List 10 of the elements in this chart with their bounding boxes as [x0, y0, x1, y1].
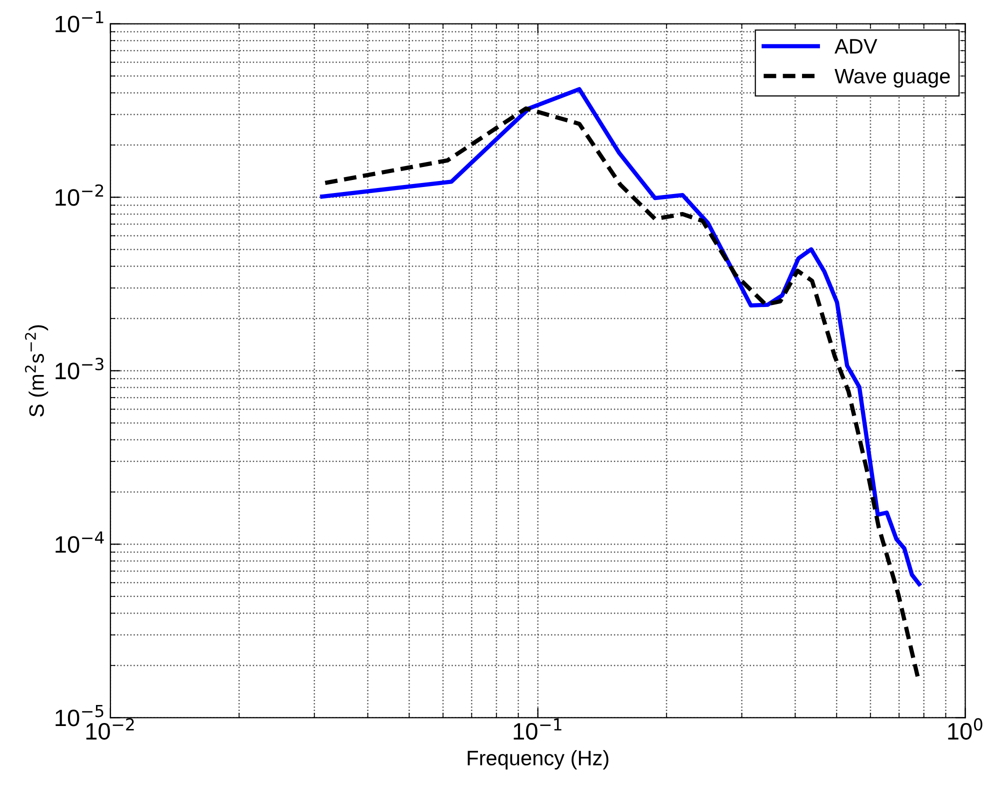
x-axis-title: Frequency (Hz): [468, 750, 608, 770]
y-tick-label: 10$^{−4}$: [56, 532, 104, 553]
y-tick-label: 10$^{−1}$: [56, 11, 104, 32]
legend-label: ADV: [834, 39, 878, 54]
y-tick-label: 10$^{−2}$: [56, 184, 104, 206]
legend-label: Wave guage: [834, 68, 950, 88]
y-tick-label: 10$^{−3}$: [56, 358, 104, 380]
y-axis-title: S (m$^{2}$s$^{−2}$): [24, 325, 48, 417]
x-tick-label: 10$^{0}$: [948, 718, 982, 740]
x-tick-label: 10$^{−1}$: [514, 718, 562, 740]
